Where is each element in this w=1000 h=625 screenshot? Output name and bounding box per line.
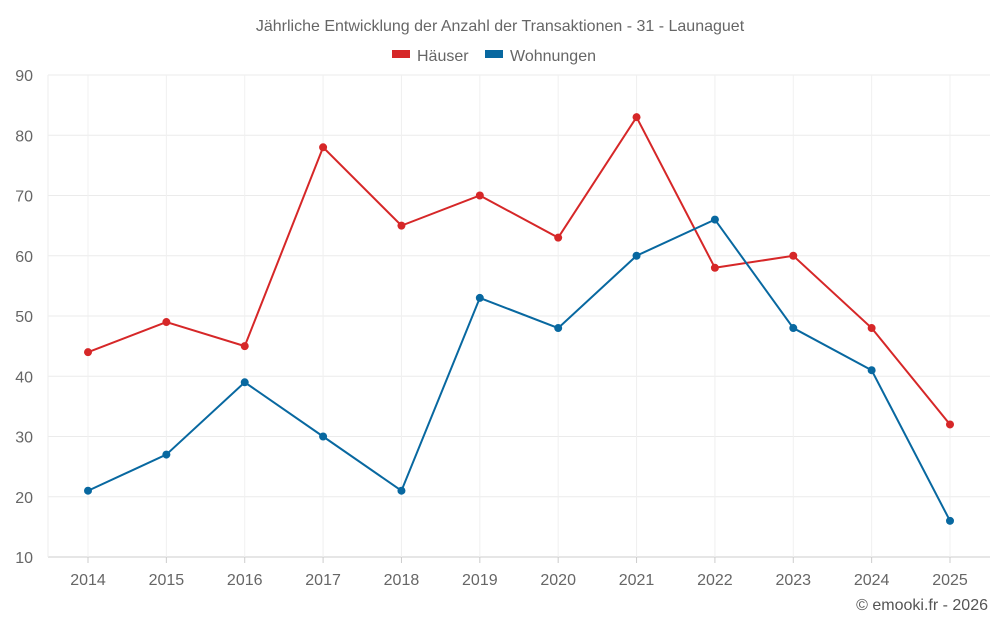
data-point (475, 293, 484, 302)
x-tick-label: 2015 (149, 572, 185, 589)
legend-label: Wohnungen (510, 48, 596, 65)
data-point (632, 251, 641, 260)
data-point (554, 233, 563, 242)
data-point (162, 318, 171, 327)
series-group (84, 113, 954, 525)
y-tick-label: 30 (15, 430, 33, 447)
y-tick-label: 90 (15, 68, 33, 85)
x-tick-label: 2017 (305, 572, 341, 589)
y-tick-label: 20 (15, 490, 33, 507)
x-tick-label: 2021 (619, 572, 655, 589)
x-tick-label: 2018 (384, 572, 420, 589)
data-point (319, 143, 328, 152)
x-tick-label: 2020 (540, 572, 576, 589)
data-point (162, 450, 171, 459)
data-point (867, 366, 876, 375)
x-tick-label: 2022 (697, 572, 733, 589)
data-point (397, 221, 406, 230)
legend: Häuser Wohnungen (392, 48, 596, 65)
data-point (710, 263, 719, 272)
data-point (789, 251, 798, 260)
copyright: © emooki.fr - 2026 (856, 597, 988, 614)
legend-label: Häuser (417, 48, 469, 65)
data-point (240, 342, 249, 351)
chart-title: Jährliche Entwicklung der Anzahl der Tra… (256, 18, 745, 35)
y-tick-label: 80 (15, 128, 33, 145)
x-tick-label: 2016 (227, 572, 263, 589)
x-tick-label: 2014 (70, 572, 106, 589)
data-point (475, 191, 484, 200)
series-line-häuser (87, 115, 951, 426)
data-point (946, 420, 954, 429)
data-point (710, 215, 719, 224)
series-line-wohnungen (87, 218, 951, 522)
x-tick-label: 2019 (462, 572, 498, 589)
y-tick-label: 50 (15, 309, 33, 326)
legend-swatch (392, 50, 410, 58)
data-point (554, 324, 563, 333)
data-point (632, 113, 641, 122)
x-tick-label: 2024 (854, 572, 890, 589)
data-point (946, 516, 954, 525)
data-point (789, 324, 798, 333)
grid (47, 74, 990, 558)
y-tick-label: 70 (15, 189, 33, 206)
legend-swatch (485, 50, 503, 58)
axes: 10 20 30 40 50 60 70 80 90 2014 2015 2016 2017 2018 20… (15, 68, 968, 589)
data-point (397, 486, 406, 495)
data-point (867, 324, 876, 333)
data-point (319, 432, 328, 441)
y-tick-label: 40 (15, 369, 33, 386)
data-point (240, 378, 249, 387)
x-tick-label: 2023 (775, 572, 811, 589)
x-tick-label: 2025 (932, 572, 968, 589)
y-tick-label: 10 (15, 550, 33, 567)
data-point (84, 348, 92, 357)
y-tick-label: 60 (15, 249, 33, 266)
data-point (84, 486, 92, 495)
